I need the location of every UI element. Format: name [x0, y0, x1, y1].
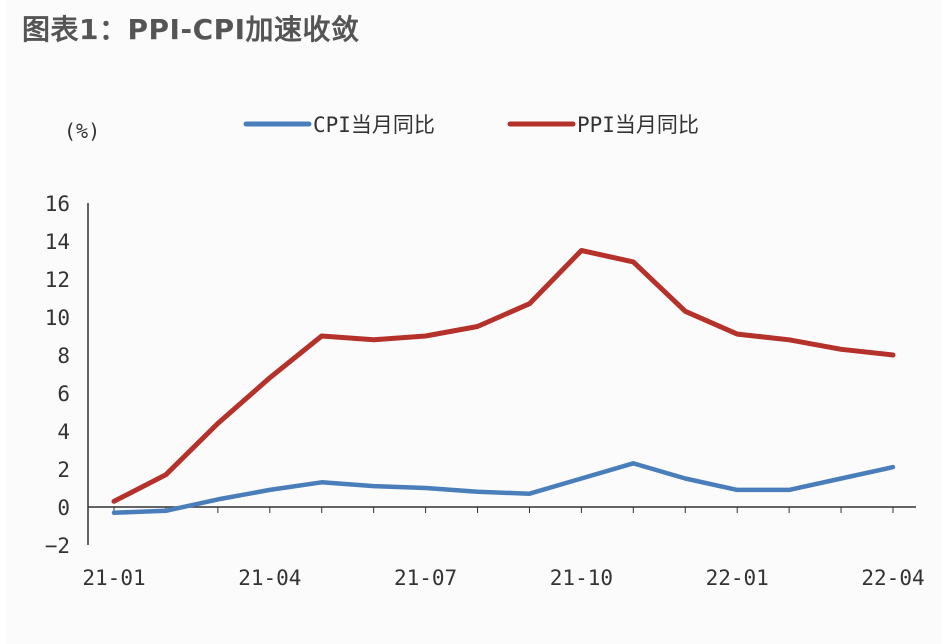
y-tick-label: 2 — [57, 458, 70, 482]
x-tick-label: 21-10 — [550, 566, 613, 590]
y-tick-labels: −2 0 2 4 6 8 10 12 14 16 — [45, 192, 70, 558]
x-tick-labels: 21-01 21-04 21-07 21-10 22-01 22-04 — [82, 566, 924, 590]
y-tick-label: 8 — [57, 344, 70, 368]
x-tick-label: 22-01 — [706, 566, 769, 590]
legend: CPI当月同比 PPI当月同比 — [243, 113, 699, 137]
y-tick-label: −2 — [45, 534, 70, 558]
y-tick-label: 14 — [45, 230, 70, 254]
y-tick-label: 12 — [45, 268, 70, 292]
axes — [87, 203, 916, 545]
chart-frame — [6, 0, 942, 644]
y-unit-label: (%) — [64, 119, 100, 143]
x-tick-label: 22-04 — [861, 566, 924, 590]
y-tick-label: 0 — [57, 496, 70, 520]
series-line-ppi — [111, 248, 896, 504]
series-line-cpi — [111, 461, 896, 515]
legend-label-ppi: PPI当月同比 — [577, 113, 699, 137]
y-tick-label: 16 — [45, 192, 70, 216]
x-tick-label: 21-04 — [238, 566, 301, 590]
legend-label-cpi: CPI当月同比 — [313, 113, 435, 137]
x-tick-label: 21-07 — [394, 566, 457, 590]
y-tick-label: 6 — [57, 382, 70, 406]
y-tick-label: 4 — [57, 420, 70, 444]
x-tick-label: 21-01 — [82, 566, 145, 590]
series-lines — [111, 248, 896, 515]
chart-title: 图表1：PPI-CPI加速收敛 — [22, 13, 360, 46]
y-tick-label: 10 — [45, 306, 70, 330]
